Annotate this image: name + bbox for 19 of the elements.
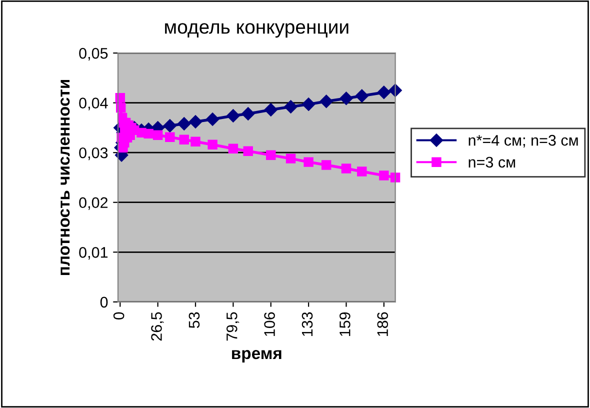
- y-tick-label: 0,01: [79, 247, 108, 260]
- chart-title: модель конкуренции: [165, 23, 348, 38]
- x-tick-label: 106: [264, 312, 275, 336]
- x-tick-label: 26,5: [151, 312, 164, 341]
- x-tick-label: 133: [302, 312, 313, 336]
- x-tick-label: 186: [377, 312, 388, 336]
- x-tick-label: 159: [340, 312, 350, 336]
- legend-label: n*=4 см; n=3 см: [468, 134, 578, 148]
- x-tick-label: 53: [188, 312, 200, 328]
- x-axis-title: время: [232, 350, 282, 362]
- y-tick-label: 0: [100, 296, 108, 308]
- y-tick-label: 0,04: [79, 98, 108, 110]
- x-tick-label: 79,5: [226, 312, 240, 341]
- y-tick-label: 0,03: [79, 147, 108, 160]
- y-axis-title: плотность численности: [60, 80, 70, 275]
- legend-label: n=3 см: [468, 156, 516, 168]
- x-tick-label: 0: [113, 312, 124, 320]
- y-tick-label: 0,02: [79, 197, 108, 210]
- y-tick-label: 0,05: [79, 48, 108, 61]
